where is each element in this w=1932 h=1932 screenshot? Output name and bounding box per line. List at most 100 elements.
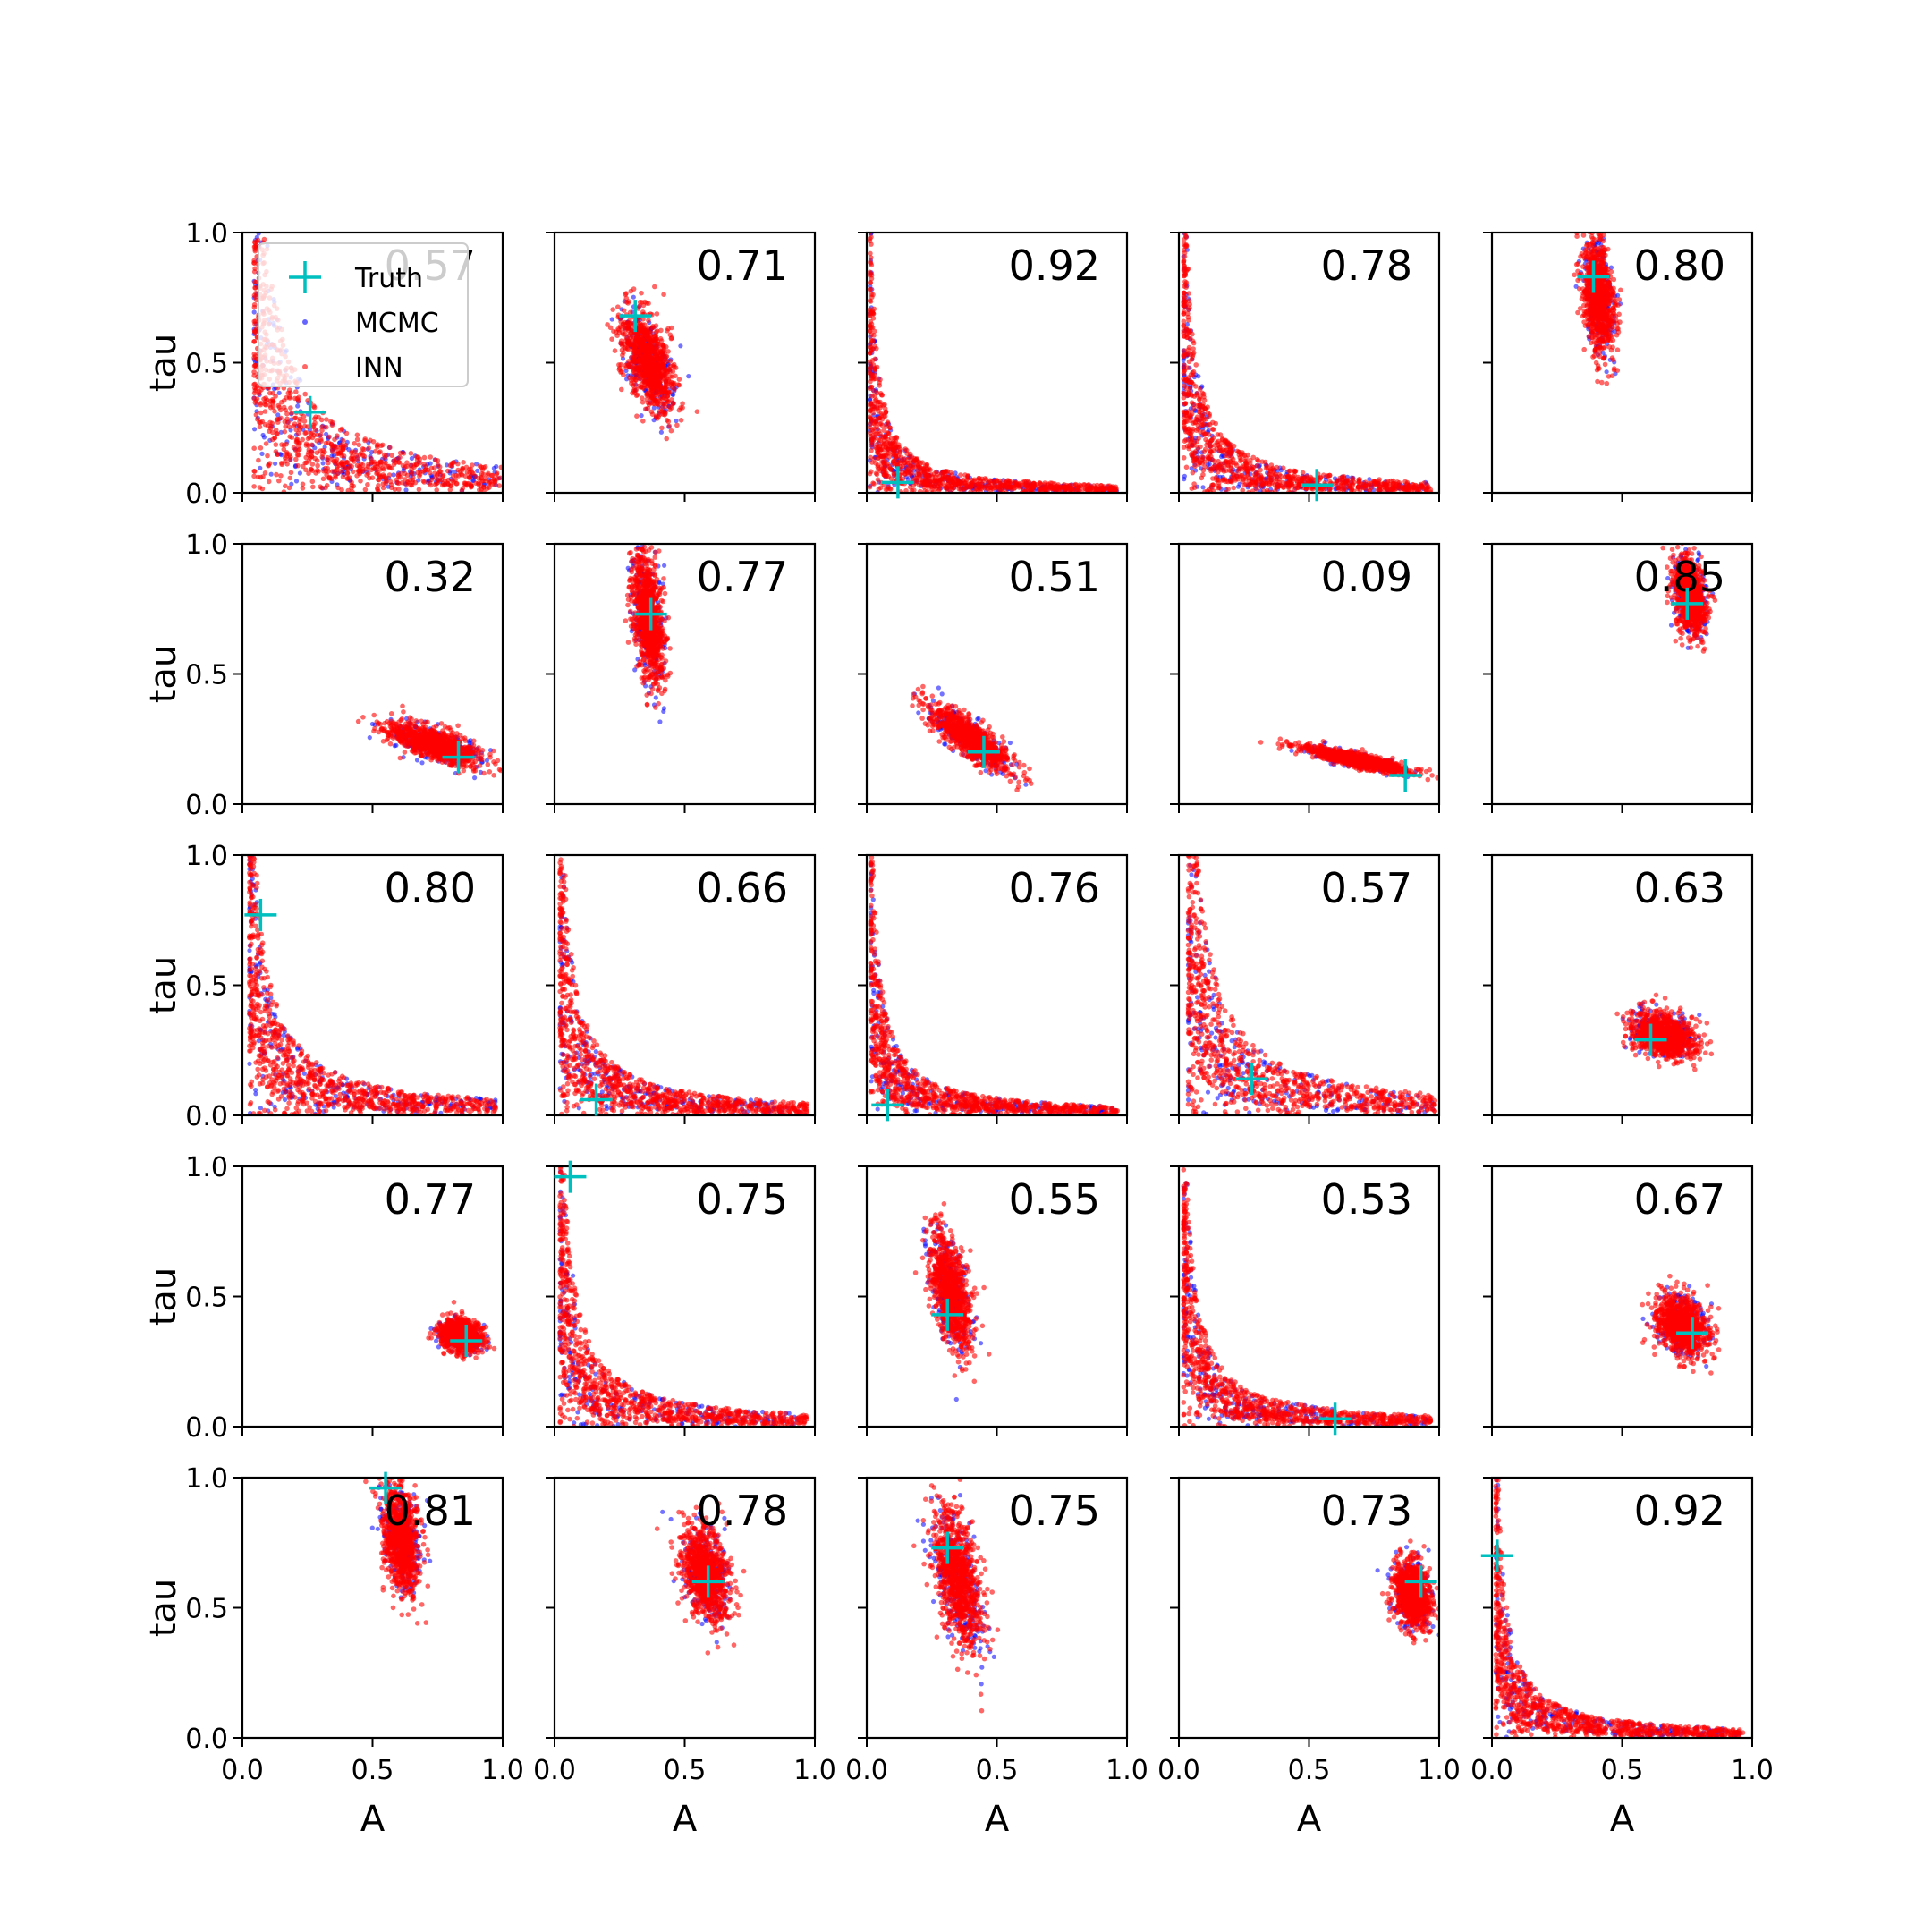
- inn-point: [332, 436, 337, 443]
- mcmc-point: [312, 445, 318, 451]
- inn-point: [1241, 453, 1248, 459]
- inn-point: [1318, 474, 1324, 480]
- inn-point: [639, 395, 645, 401]
- inn-point: [497, 475, 503, 481]
- inn-point: [380, 485, 386, 491]
- inn-point: [1255, 458, 1261, 463]
- mcmc-point: [289, 481, 294, 487]
- inn-point: [882, 467, 887, 473]
- inn-point: [284, 411, 290, 417]
- inn-point: [301, 419, 308, 424]
- inn-point: [1215, 463, 1220, 470]
- inn-point: [434, 487, 440, 493]
- inn-point: [283, 455, 288, 461]
- inn-point: [447, 487, 453, 493]
- inn-point: [251, 155, 257, 160]
- inn-point: [1237, 450, 1242, 455]
- inn-point: [642, 373, 648, 378]
- inn-point: [258, 410, 264, 416]
- inn-point: [255, 179, 260, 184]
- inn-point: [1274, 476, 1279, 482]
- panel-value-label: 0.71: [697, 242, 788, 290]
- inn-point: [335, 444, 340, 450]
- inn-point: [324, 424, 329, 430]
- inn-point: [258, 189, 263, 194]
- inn-point: [965, 473, 970, 479]
- truth-marker: [293, 395, 326, 428]
- mcmc-point: [252, 427, 258, 432]
- inn-point: [455, 467, 461, 473]
- inn-point: [654, 378, 659, 384]
- inn-point: [661, 385, 667, 390]
- inn-point: [265, 397, 270, 403]
- inn-point: [1181, 318, 1187, 325]
- inn-point: [877, 437, 883, 444]
- mcmc-point: [1182, 180, 1186, 184]
- mcmc-point: [1589, 226, 1593, 231]
- panel-value-label: 0.78: [1321, 242, 1412, 290]
- inn-point: [1192, 419, 1198, 425]
- inn-point: [492, 479, 498, 484]
- inn-point: [340, 445, 345, 451]
- mcmc-point: [686, 374, 691, 379]
- inn-point: [366, 445, 372, 451]
- inn-point: [1182, 290, 1187, 296]
- mcmc-point: [257, 216, 261, 221]
- inn-point: [868, 221, 873, 226]
- mcmc-point: [1600, 350, 1606, 355]
- inn-point: [656, 385, 661, 391]
- inn-point: [643, 352, 649, 358]
- inn-point: [1205, 488, 1210, 493]
- inn-point: [291, 445, 297, 451]
- inn-point: [397, 475, 403, 480]
- inn-point: [1181, 258, 1187, 264]
- inn-point: [285, 419, 292, 426]
- mcmc-point: [1181, 357, 1186, 363]
- inn-point: [252, 123, 258, 128]
- inn-point: [1262, 459, 1268, 465]
- inn-point: [1238, 458, 1243, 464]
- inn-point: [252, 147, 258, 152]
- inn-point: [420, 479, 427, 484]
- inn-point: [1212, 443, 1217, 448]
- inn-point: [680, 401, 685, 407]
- inn-point: [341, 453, 347, 459]
- inn-point: [252, 103, 258, 108]
- inn-point: [867, 407, 873, 413]
- inn-point: [283, 407, 289, 413]
- inn-point: [267, 419, 273, 426]
- inn-point: [919, 460, 926, 465]
- inn-point: [1200, 467, 1207, 473]
- inn-point: [1193, 384, 1199, 389]
- inn-point: [869, 447, 874, 453]
- inn-point: [287, 456, 292, 462]
- inn-point: [482, 464, 488, 470]
- inn-point: [1062, 484, 1068, 489]
- inn-point: [268, 424, 274, 429]
- inn-point: [628, 377, 634, 383]
- inn-point: [251, 178, 257, 183]
- inn-point: [867, 286, 873, 292]
- inn-point: [1273, 471, 1278, 478]
- inn-point: [647, 336, 653, 342]
- inn-point: [1230, 456, 1236, 462]
- inn-point: [498, 464, 503, 470]
- inn-point: [1185, 392, 1191, 398]
- inn-point: [634, 413, 640, 419]
- inn-point: [252, 191, 258, 196]
- inn-point: [257, 389, 262, 394]
- inn-point: [252, 285, 258, 291]
- inn-point: [667, 403, 674, 410]
- mcmc-point: [252, 204, 257, 208]
- inn-point: [460, 486, 466, 491]
- inn-point: [659, 349, 665, 354]
- inn-point: [1191, 443, 1197, 448]
- inn-point: [251, 182, 257, 187]
- inn-point: [1246, 475, 1252, 481]
- inn-point: [252, 400, 258, 405]
- inn-point: [904, 467, 911, 472]
- inn-point: [1199, 475, 1205, 481]
- inn-point: [324, 483, 330, 488]
- inn-point: [1402, 479, 1408, 485]
- inn-point: [251, 201, 257, 207]
